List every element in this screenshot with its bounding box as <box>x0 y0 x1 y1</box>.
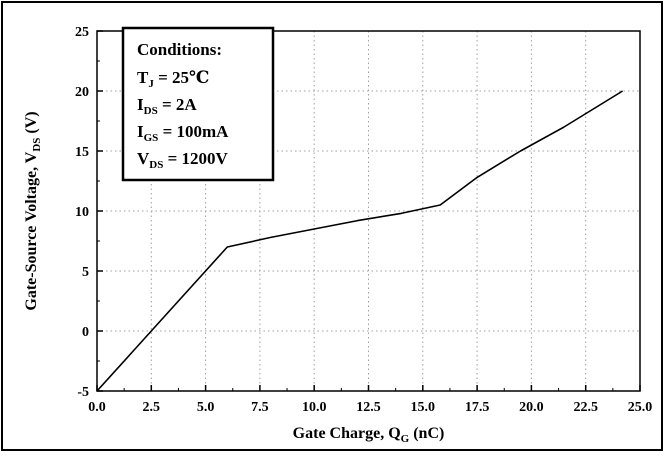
y-tick-label: -5 <box>77 385 89 400</box>
conditions-title: Conditions: <box>137 40 222 59</box>
label-layer: 0.0 2.5 5.0 7.5 10.0 12.5 15.0 17.5 20.0 22.5 25.0… <box>23 25 652 445</box>
series-line <box>96 90 624 392</box>
x-tick-label: 12.5 <box>356 400 381 415</box>
condition-line: IGS = 100mA <box>137 122 229 144</box>
series-layer <box>96 90 624 392</box>
plot-frame <box>96 30 641 392</box>
y-tick-label: 20 <box>75 85 89 100</box>
x-tick-label: 15.0 <box>411 400 436 415</box>
condition-line: IDS = 2A <box>137 95 197 117</box>
y-axis-title: Gate-Source Voltage, VDS (V) <box>23 111 43 310</box>
x-tick-label: 0.0 <box>88 400 106 415</box>
x-tick-label: 22.5 <box>573 400 598 415</box>
x-tick-label: 17.5 <box>465 400 490 415</box>
y-tick-label: 10 <box>75 205 89 220</box>
x-tick-label: 10.0 <box>302 400 327 415</box>
x-tick-label: 20.0 <box>519 400 544 415</box>
y-tick-label: 15 <box>75 145 89 160</box>
y-tick-label: 5 <box>82 265 89 280</box>
conditions-frame <box>121 26 275 182</box>
condition-line: TJ = 25℃ <box>137 68 209 90</box>
x-axis-title: Gate Charge, QG (nC) <box>293 425 445 445</box>
x-tick-label: 2.5 <box>143 400 161 415</box>
x-tick-label: 7.5 <box>251 400 269 415</box>
x-tick-label: 5.0 <box>197 400 215 415</box>
x-tick-label: 25.0 <box>628 400 653 415</box>
y-tick-label: 25 <box>75 25 89 40</box>
conditions-box: Conditions: TJ = 25℃ IDS = 2A IGS = 100mA VD… <box>121 26 275 182</box>
condition-line: VDS = 1200V <box>137 149 229 171</box>
y-tick-label: 0 <box>82 325 89 340</box>
